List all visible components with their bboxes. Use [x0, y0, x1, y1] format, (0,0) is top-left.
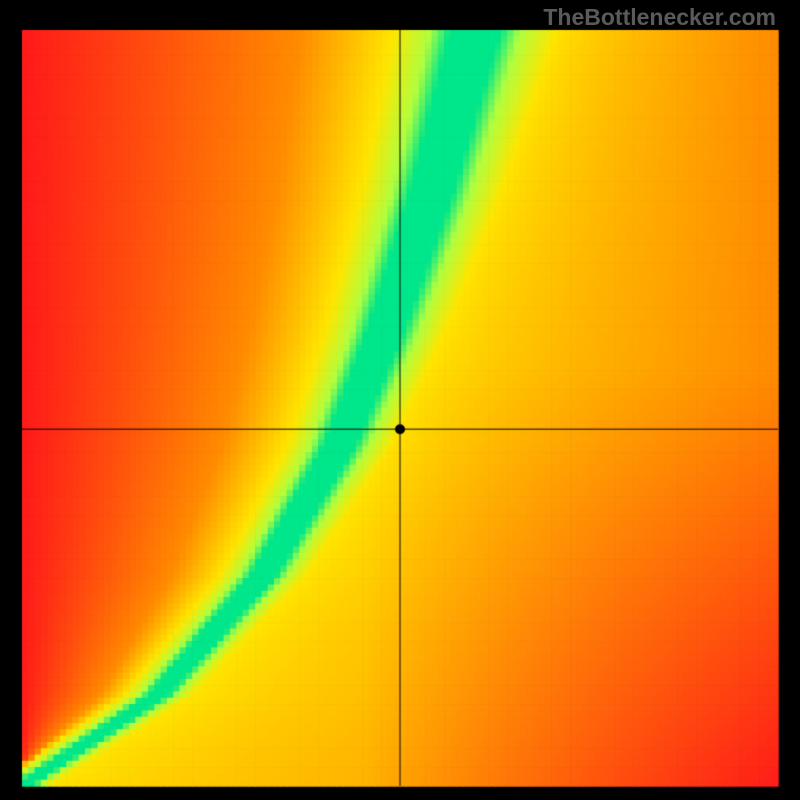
watermark-text: TheBottlenecker.com [543, 4, 776, 31]
chart-container: TheBottlenecker.com [0, 0, 800, 800]
heatmap-canvas [0, 0, 800, 800]
